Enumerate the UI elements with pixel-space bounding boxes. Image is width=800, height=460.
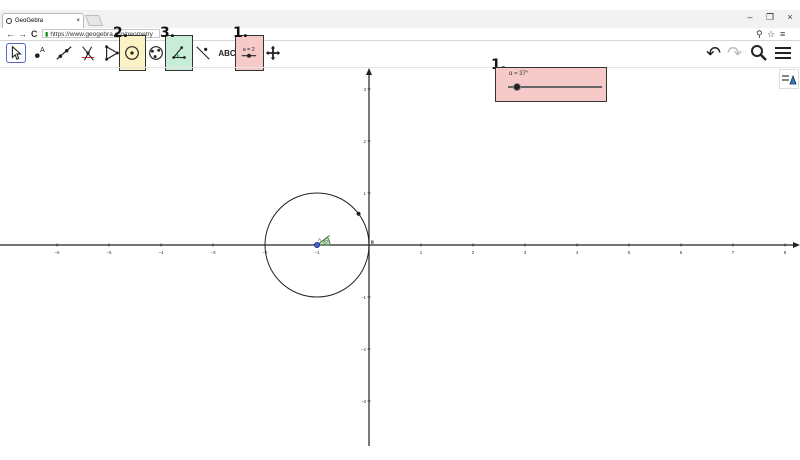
reflect-icon (196, 46, 210, 60)
address-bar-row (0, 28, 800, 41)
circle (264, 192, 370, 298)
undo-button[interactable]: ↶ (706, 43, 722, 63)
tab-title: GeoGebra (15, 18, 44, 24)
slider-track[interactable] (508, 86, 602, 88)
bookmark-star-icon[interactable]: ☆ (767, 29, 776, 39)
text-icon: ABC (218, 48, 236, 58)
slider-tool-button[interactable]: a = 2 (239, 43, 259, 63)
x-tick-label: −4 (158, 250, 164, 255)
svg-text:a = 2: a = 2 (243, 47, 255, 53)
tab-close-icon[interactable]: × (76, 18, 80, 24)
x-tick-label: 1 (420, 250, 423, 255)
highlight-slider-tool (235, 35, 264, 71)
point-on-circle (356, 211, 361, 216)
x-tick-label: 7 (732, 250, 735, 255)
perpendicular-icon (81, 46, 95, 61)
point-icon: A (34, 45, 45, 59)
y-tick-label: −3 (361, 399, 367, 404)
graphics-style-icon (782, 74, 797, 85)
slider-label: α = 37° (509, 71, 529, 77)
x-tick-label: 2 (472, 250, 475, 255)
search-button[interactable] (750, 44, 768, 65)
y-tick-label: −1 (361, 295, 367, 300)
move-graphics-tool-button[interactable] (263, 43, 283, 63)
point-tool-button[interactable]: A (30, 43, 50, 63)
x-tick-label: 4 (576, 250, 579, 255)
geogebra-favicon-icon (6, 18, 12, 24)
angle-slider[interactable]: α = 37° (495, 67, 607, 102)
conic-tool-button[interactable] (146, 43, 166, 63)
annotation-3: 3. (160, 25, 176, 41)
menu-button[interactable] (774, 44, 792, 65)
browser-tab[interactable]: GeoGebra × (2, 13, 84, 28)
x-tick-label: −1 (314, 250, 320, 255)
slider-icon: a = 2 (241, 47, 257, 58)
close-window-button[interactable]: × (787, 12, 793, 22)
x-tick-label: −6 (54, 250, 60, 255)
minimize-button[interactable]: – (747, 12, 753, 22)
line-icon (56, 46, 72, 60)
move-arrow-icon (11, 45, 22, 61)
polygon-icon (105, 45, 119, 61)
y-tick-label: 0 (371, 239, 374, 244)
svg-text:A: A (40, 45, 45, 54)
zoom-icon[interactable]: ⚲ (756, 29, 763, 39)
slider-handle[interactable] (513, 83, 522, 91)
circle-center-point-icon (125, 46, 139, 60)
origin-point-label: B (371, 240, 374, 245)
y-tick-label: 3 (363, 87, 366, 92)
polygon-tool-button[interactable] (102, 43, 122, 63)
center-point-label: A (318, 237, 321, 242)
y-tick-label: 2 (363, 139, 366, 144)
highlight-circle-tool (119, 35, 146, 71)
perpendicular-tool-button[interactable] (78, 43, 98, 63)
annotation-1-slider-tool: 1. (233, 25, 249, 41)
line-tool-button[interactable] (54, 43, 74, 63)
y-tick-label: 1 (363, 191, 366, 196)
geogebra-toolbar (0, 41, 800, 68)
maximize-button[interactable]: ❐ (765, 12, 775, 22)
circle-tool-button[interactable] (122, 43, 142, 63)
reload-button[interactable]: C (31, 29, 38, 39)
search-icon (751, 45, 767, 61)
x-tick-label: 3 (524, 250, 527, 255)
angle-icon (172, 46, 186, 59)
angle-label: 37° (323, 240, 330, 245)
x-axis-arrow (793, 242, 800, 248)
back-button[interactable]: ← (6, 29, 15, 39)
reflect-tool-button[interactable] (193, 43, 213, 63)
y-axis-arrow (366, 68, 372, 75)
x-tick-label: 8 (784, 250, 787, 255)
move-graphics-icon (265, 45, 281, 61)
style-bar-toggle[interactable] (779, 69, 799, 89)
angle-tool-button[interactable] (169, 43, 189, 63)
url-text: https://www.geogebra.org/geometry (50, 31, 153, 38)
y-tick-label: −2 (361, 347, 367, 352)
redo-button[interactable]: ↷ (727, 43, 743, 63)
hamburger-menu-icon (775, 47, 791, 59)
annotation-2: 2. (113, 25, 129, 41)
x-tick-label: −5 (106, 250, 112, 255)
highlight-angle-tool (165, 35, 193, 71)
url-input[interactable]: ▮ https://www.geogebra.org/geometry (42, 29, 160, 38)
center-point (313, 241, 320, 248)
forward-button[interactable]: → (18, 29, 27, 39)
text-tool-button[interactable]: ABC (217, 43, 237, 63)
lock-icon: ▮ (45, 32, 49, 38)
browser-menu-icon[interactable]: ≡ (780, 29, 786, 39)
move-tool-button[interactable] (6, 43, 26, 63)
x-tick-label: 6 (680, 250, 683, 255)
circle-three-points-icon (149, 46, 163, 60)
x-tick-label: −3 (210, 250, 216, 255)
x-tick-label: 5 (628, 250, 631, 255)
